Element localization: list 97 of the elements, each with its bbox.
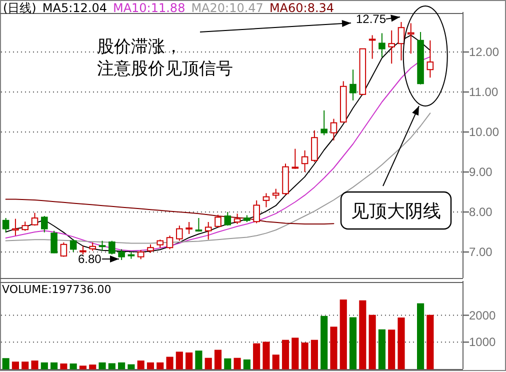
bar xyxy=(108,363,116,370)
bar xyxy=(60,363,68,370)
candlestick xyxy=(2,218,10,233)
candlestick xyxy=(195,218,202,232)
bar xyxy=(224,358,232,370)
bar xyxy=(234,358,241,370)
chart-title: VOLUME:197736.00 xyxy=(2,283,112,296)
candlestick xyxy=(70,238,77,252)
y-tick-label: 7.00 xyxy=(469,245,493,259)
bar xyxy=(128,364,135,370)
bar xyxy=(262,342,270,370)
bar xyxy=(137,360,144,370)
bar xyxy=(388,330,396,370)
bar xyxy=(22,362,29,370)
bar xyxy=(70,363,77,370)
bar xyxy=(118,362,126,370)
bar xyxy=(282,340,290,370)
bar xyxy=(243,359,250,370)
bar xyxy=(40,362,48,370)
text: MA20:10.47 xyxy=(191,1,264,15)
bar xyxy=(310,340,318,370)
candlestick xyxy=(12,218,19,236)
bar xyxy=(79,366,87,370)
text: MA5:12.04 xyxy=(42,1,107,15)
candlestick xyxy=(368,34,376,60)
candlestick xyxy=(214,214,222,228)
bar xyxy=(98,362,106,370)
candlestick xyxy=(224,212,232,226)
candlestick xyxy=(22,221,29,232)
bar xyxy=(359,300,366,370)
candlestick xyxy=(398,22,405,61)
bar xyxy=(2,358,10,370)
bar xyxy=(330,326,338,370)
candlestick xyxy=(330,118,338,141)
candlestick xyxy=(60,242,68,258)
candlestick xyxy=(176,225,183,242)
candlestick xyxy=(137,250,144,260)
candlestick xyxy=(186,222,192,234)
bar xyxy=(349,317,357,370)
y-tick-label: 12.00 xyxy=(469,45,500,59)
candlestick xyxy=(311,130,318,162)
bar xyxy=(186,352,193,370)
chart-title: (日线) xyxy=(3,1,36,15)
candlestick xyxy=(262,192,270,208)
bar xyxy=(50,362,58,370)
text: MA60:8.34 xyxy=(269,1,334,15)
annotation: 见顶大阴线 xyxy=(351,201,441,222)
bar xyxy=(253,343,260,370)
bar xyxy=(272,354,280,370)
candlestick xyxy=(388,30,395,64)
bar xyxy=(146,362,154,370)
candlestick xyxy=(31,212,38,226)
y-tick-label: 2000 xyxy=(469,308,496,322)
bar xyxy=(31,360,38,370)
bar xyxy=(417,303,424,370)
annotation: 6.80 xyxy=(78,252,102,266)
candlestick xyxy=(50,230,58,254)
candlestick xyxy=(350,69,356,101)
candlestick xyxy=(426,40,434,78)
candlestick xyxy=(234,213,241,224)
text: MA10:11.88 xyxy=(112,1,186,15)
candlestick xyxy=(204,222,212,240)
candlestick xyxy=(320,110,328,136)
candlestick xyxy=(118,248,125,260)
bar xyxy=(301,342,308,370)
y-tick-label: 11.00 xyxy=(469,85,498,99)
candlestick xyxy=(98,240,106,252)
bar xyxy=(426,314,434,370)
bar xyxy=(368,314,376,370)
candlestick xyxy=(108,240,116,255)
bar xyxy=(204,358,212,370)
bar xyxy=(320,316,328,370)
bar xyxy=(12,362,19,370)
candlestick xyxy=(272,188,280,200)
y-tick-label: 1000 xyxy=(469,335,496,350)
bar xyxy=(156,362,164,370)
candlestick xyxy=(41,216,48,233)
bar xyxy=(378,329,386,370)
bar xyxy=(89,364,96,370)
annotation: 股价滞涨，注意股价见顶信号 xyxy=(97,37,233,79)
bar xyxy=(176,352,183,370)
candlestick xyxy=(253,200,260,224)
candlestick xyxy=(292,148,299,170)
candlestick xyxy=(301,150,308,172)
candlestick xyxy=(378,32,386,58)
bar xyxy=(166,356,174,370)
candlestick xyxy=(407,22,414,54)
y-tick-label: 10.00 xyxy=(469,125,500,139)
bar xyxy=(195,350,202,370)
annotation: 12.75 xyxy=(356,12,386,26)
bar xyxy=(398,318,405,370)
bar xyxy=(214,350,222,370)
bar xyxy=(340,300,347,370)
y-tick-label: 8.00 xyxy=(469,205,493,219)
candlestick xyxy=(166,235,174,250)
bar xyxy=(292,338,299,370)
y-tick-label: 9.00 xyxy=(469,165,493,179)
